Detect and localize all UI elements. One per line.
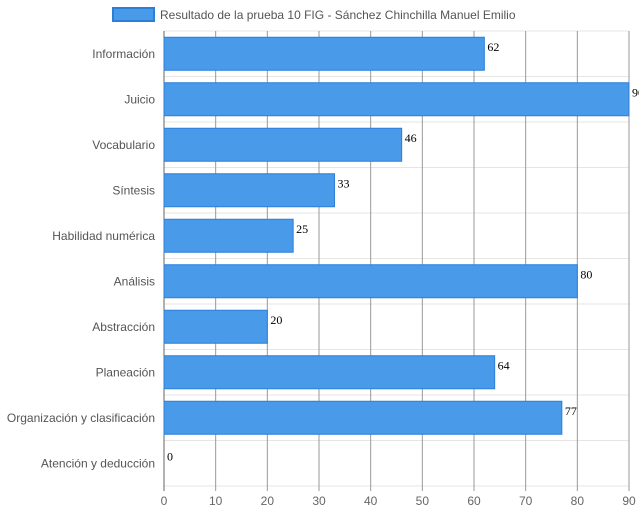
bar[interactable] xyxy=(163,355,496,390)
x-tick-label: 0 xyxy=(161,494,168,508)
bar[interactable] xyxy=(163,400,563,435)
bar[interactable] xyxy=(163,309,268,344)
value-label: 62 xyxy=(487,40,499,54)
category-label: Análisis xyxy=(114,274,155,288)
x-tick-label: 50 xyxy=(416,494,430,508)
category-label: Organización y clasificación xyxy=(7,411,155,425)
bar[interactable] xyxy=(163,127,403,162)
category-label: Juicio xyxy=(124,92,155,106)
value-label: 25 xyxy=(296,222,308,236)
legend-swatch xyxy=(112,7,155,22)
x-tick-label: 70 xyxy=(519,494,533,508)
legend-label: Resultado de la prueba 10 FIG - Sánchez … xyxy=(160,8,516,22)
value-label: 20 xyxy=(270,313,282,327)
x-tick-label: 90 xyxy=(622,494,636,508)
category-label: Abstracción xyxy=(92,320,155,334)
x-tick-label: 10 xyxy=(209,494,223,508)
category-label: Vocabulario xyxy=(92,138,155,152)
value-label: 0 xyxy=(167,449,173,463)
x-tick-label: 20 xyxy=(261,494,275,508)
category-label: Síntesis xyxy=(112,183,155,197)
category-label: Habilidad numérica xyxy=(52,229,155,243)
category-labels: Información Juicio Vocabulario Síntesis Habi… xyxy=(7,47,155,471)
bars xyxy=(163,36,630,435)
value-label: 90 xyxy=(632,85,639,99)
bar[interactable] xyxy=(163,173,335,208)
x-axis-ticks: 0 10 20 30 40 50 60 70 80 90 xyxy=(161,494,636,508)
value-label: 33 xyxy=(338,176,350,190)
x-tick-label: 40 xyxy=(364,494,378,508)
x-tick-label: 80 xyxy=(571,494,585,508)
value-label: 46 xyxy=(405,131,417,145)
x-tick-label: 30 xyxy=(312,494,326,508)
value-label: 64 xyxy=(498,358,510,372)
x-tick-label: 60 xyxy=(467,494,481,508)
bar[interactable] xyxy=(163,36,485,71)
category-label: Información xyxy=(92,47,155,61)
legend[interactable]: Resultado de la prueba 10 FIG - Sánchez … xyxy=(112,7,516,22)
value-label: 77 xyxy=(565,404,577,418)
bar[interactable] xyxy=(163,82,630,117)
value-labels: 62 90 46 33 25 80 20 64 77 0 xyxy=(167,40,639,464)
bar[interactable] xyxy=(163,264,578,299)
category-label: Atención y deducción xyxy=(41,456,155,470)
category-label: Planeación xyxy=(96,365,155,379)
value-label: 80 xyxy=(580,267,592,281)
bar[interactable] xyxy=(163,218,294,253)
